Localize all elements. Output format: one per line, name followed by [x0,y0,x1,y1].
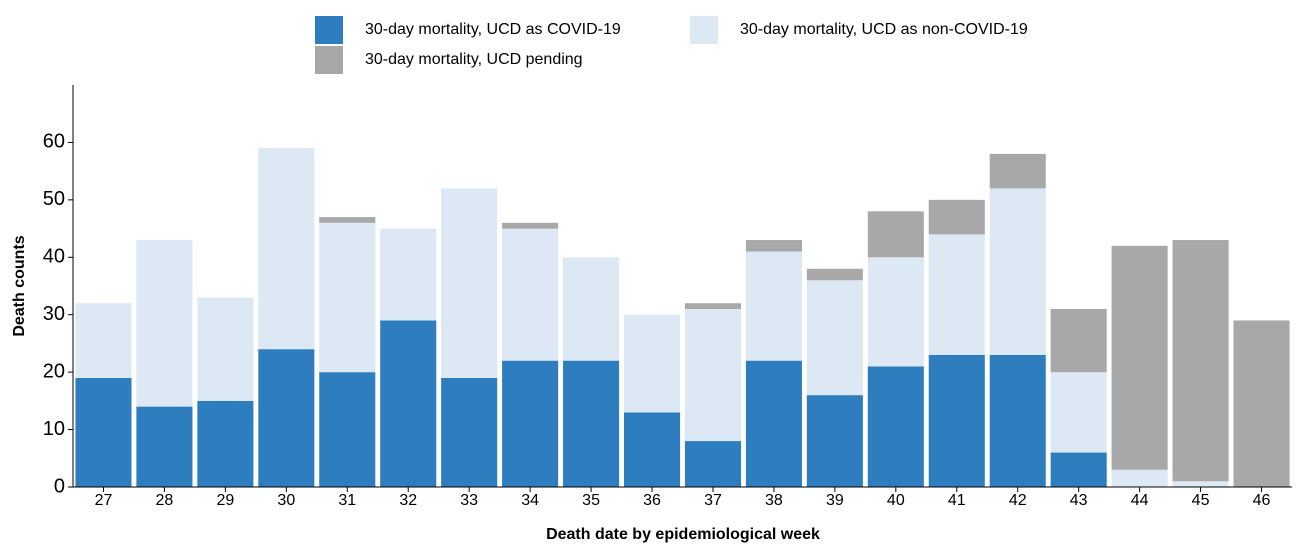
x-tick-label: 42 [1009,492,1027,509]
y-tick-label: 40 [43,246,65,268]
x-tick-label: 36 [643,492,661,509]
y-axis-title: Death counts [11,235,28,336]
bar-segment [1050,308,1107,373]
bar-segment [928,354,985,487]
bar-segment [806,395,863,487]
bar-segment [502,360,559,487]
bar-segment [380,228,437,321]
bar-segment [1050,372,1107,453]
bar-segment [75,377,132,487]
bar-segment [867,366,924,487]
x-tick-label: 46 [1253,492,1271,509]
bar-segment [1172,481,1229,487]
bar-segment [684,303,742,309]
x-tick-label: 40 [887,492,905,509]
bar-segment [441,377,498,487]
bar-segment [563,360,620,487]
x-tick-label: 29 [216,492,234,509]
bar-segment [684,308,742,442]
legend-label: 30-day mortality, UCD pending [365,51,583,68]
x-tick-label: 31 [338,492,356,509]
bar-segment [319,372,376,487]
bar-segment [1172,240,1229,482]
bar-segment [380,320,437,487]
x-tick-label: 41 [948,492,966,509]
bar-segment [928,234,985,355]
x-tick-label: 28 [156,492,174,509]
bar-segment [745,360,802,487]
bar-segment [258,349,315,487]
bar-segment [563,257,620,361]
bar-segment [989,354,1046,487]
bar-segment [197,297,254,401]
bar-segment [745,240,802,252]
bar-segment [258,148,315,350]
bar-segment [623,412,681,487]
y-tick-label: 30 [43,303,65,325]
x-tick-label: 37 [704,492,722,509]
bar-segment [806,268,863,281]
bar-segment [745,251,802,361]
legend-swatch [315,16,343,44]
bar-segment [867,257,924,367]
y-tick-label: 20 [43,360,65,382]
bar-segment [502,222,559,229]
bar-segment [1050,452,1107,487]
y-tick-label: 10 [43,418,65,440]
bar-segment [928,199,985,235]
x-tick-label: 45 [1192,492,1210,509]
bar-segment [989,153,1046,189]
bar-segment [1111,245,1168,470]
y-tick-label: 60 [43,131,65,153]
x-tick-label: 43 [1070,492,1088,509]
x-tick-label: 38 [765,492,783,509]
bar-segment [867,211,924,258]
legend-swatch [315,46,343,74]
bar-segment [623,314,681,413]
bar-segment [989,188,1046,355]
x-tick-label: 34 [521,492,539,509]
bar-segment [136,406,193,487]
x-tick-label: 39 [826,492,844,509]
x-tick-label: 33 [460,492,478,509]
x-axis-title: Death date by epidemiological week [546,526,820,543]
x-tick-label: 44 [1131,492,1149,509]
bar-segment [75,303,132,378]
bar-segment [684,441,742,487]
legend-label: 30-day mortality, UCD as non-COVID-19 [740,21,1028,38]
bar-segment [197,400,254,487]
x-tick-label: 27 [95,492,113,509]
legend-swatch [690,16,718,44]
bar-segment [1111,469,1168,487]
bar-segment [136,240,193,407]
bar-segment [319,217,376,223]
bar-segment [502,228,559,361]
bar-segment [441,188,498,378]
x-tick-label: 35 [582,492,600,509]
bar-segment [1233,320,1290,487]
y-tick-label: 0 [54,475,65,497]
bar-segment [319,222,376,373]
x-tick-label: 30 [277,492,295,509]
y-tick-label: 50 [43,188,65,210]
bar-segment [806,280,863,396]
x-tick-label: 32 [399,492,417,509]
legend-label: 30-day mortality, UCD as COVID-19 [365,21,621,38]
